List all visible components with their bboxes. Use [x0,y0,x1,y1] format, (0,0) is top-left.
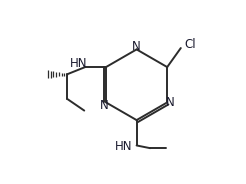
Text: Cl: Cl [184,38,196,51]
Text: HN: HN [115,140,132,153]
Text: N: N [132,40,141,53]
Text: N: N [166,96,174,109]
Text: HN: HN [69,57,87,70]
Text: N: N [100,99,109,112]
